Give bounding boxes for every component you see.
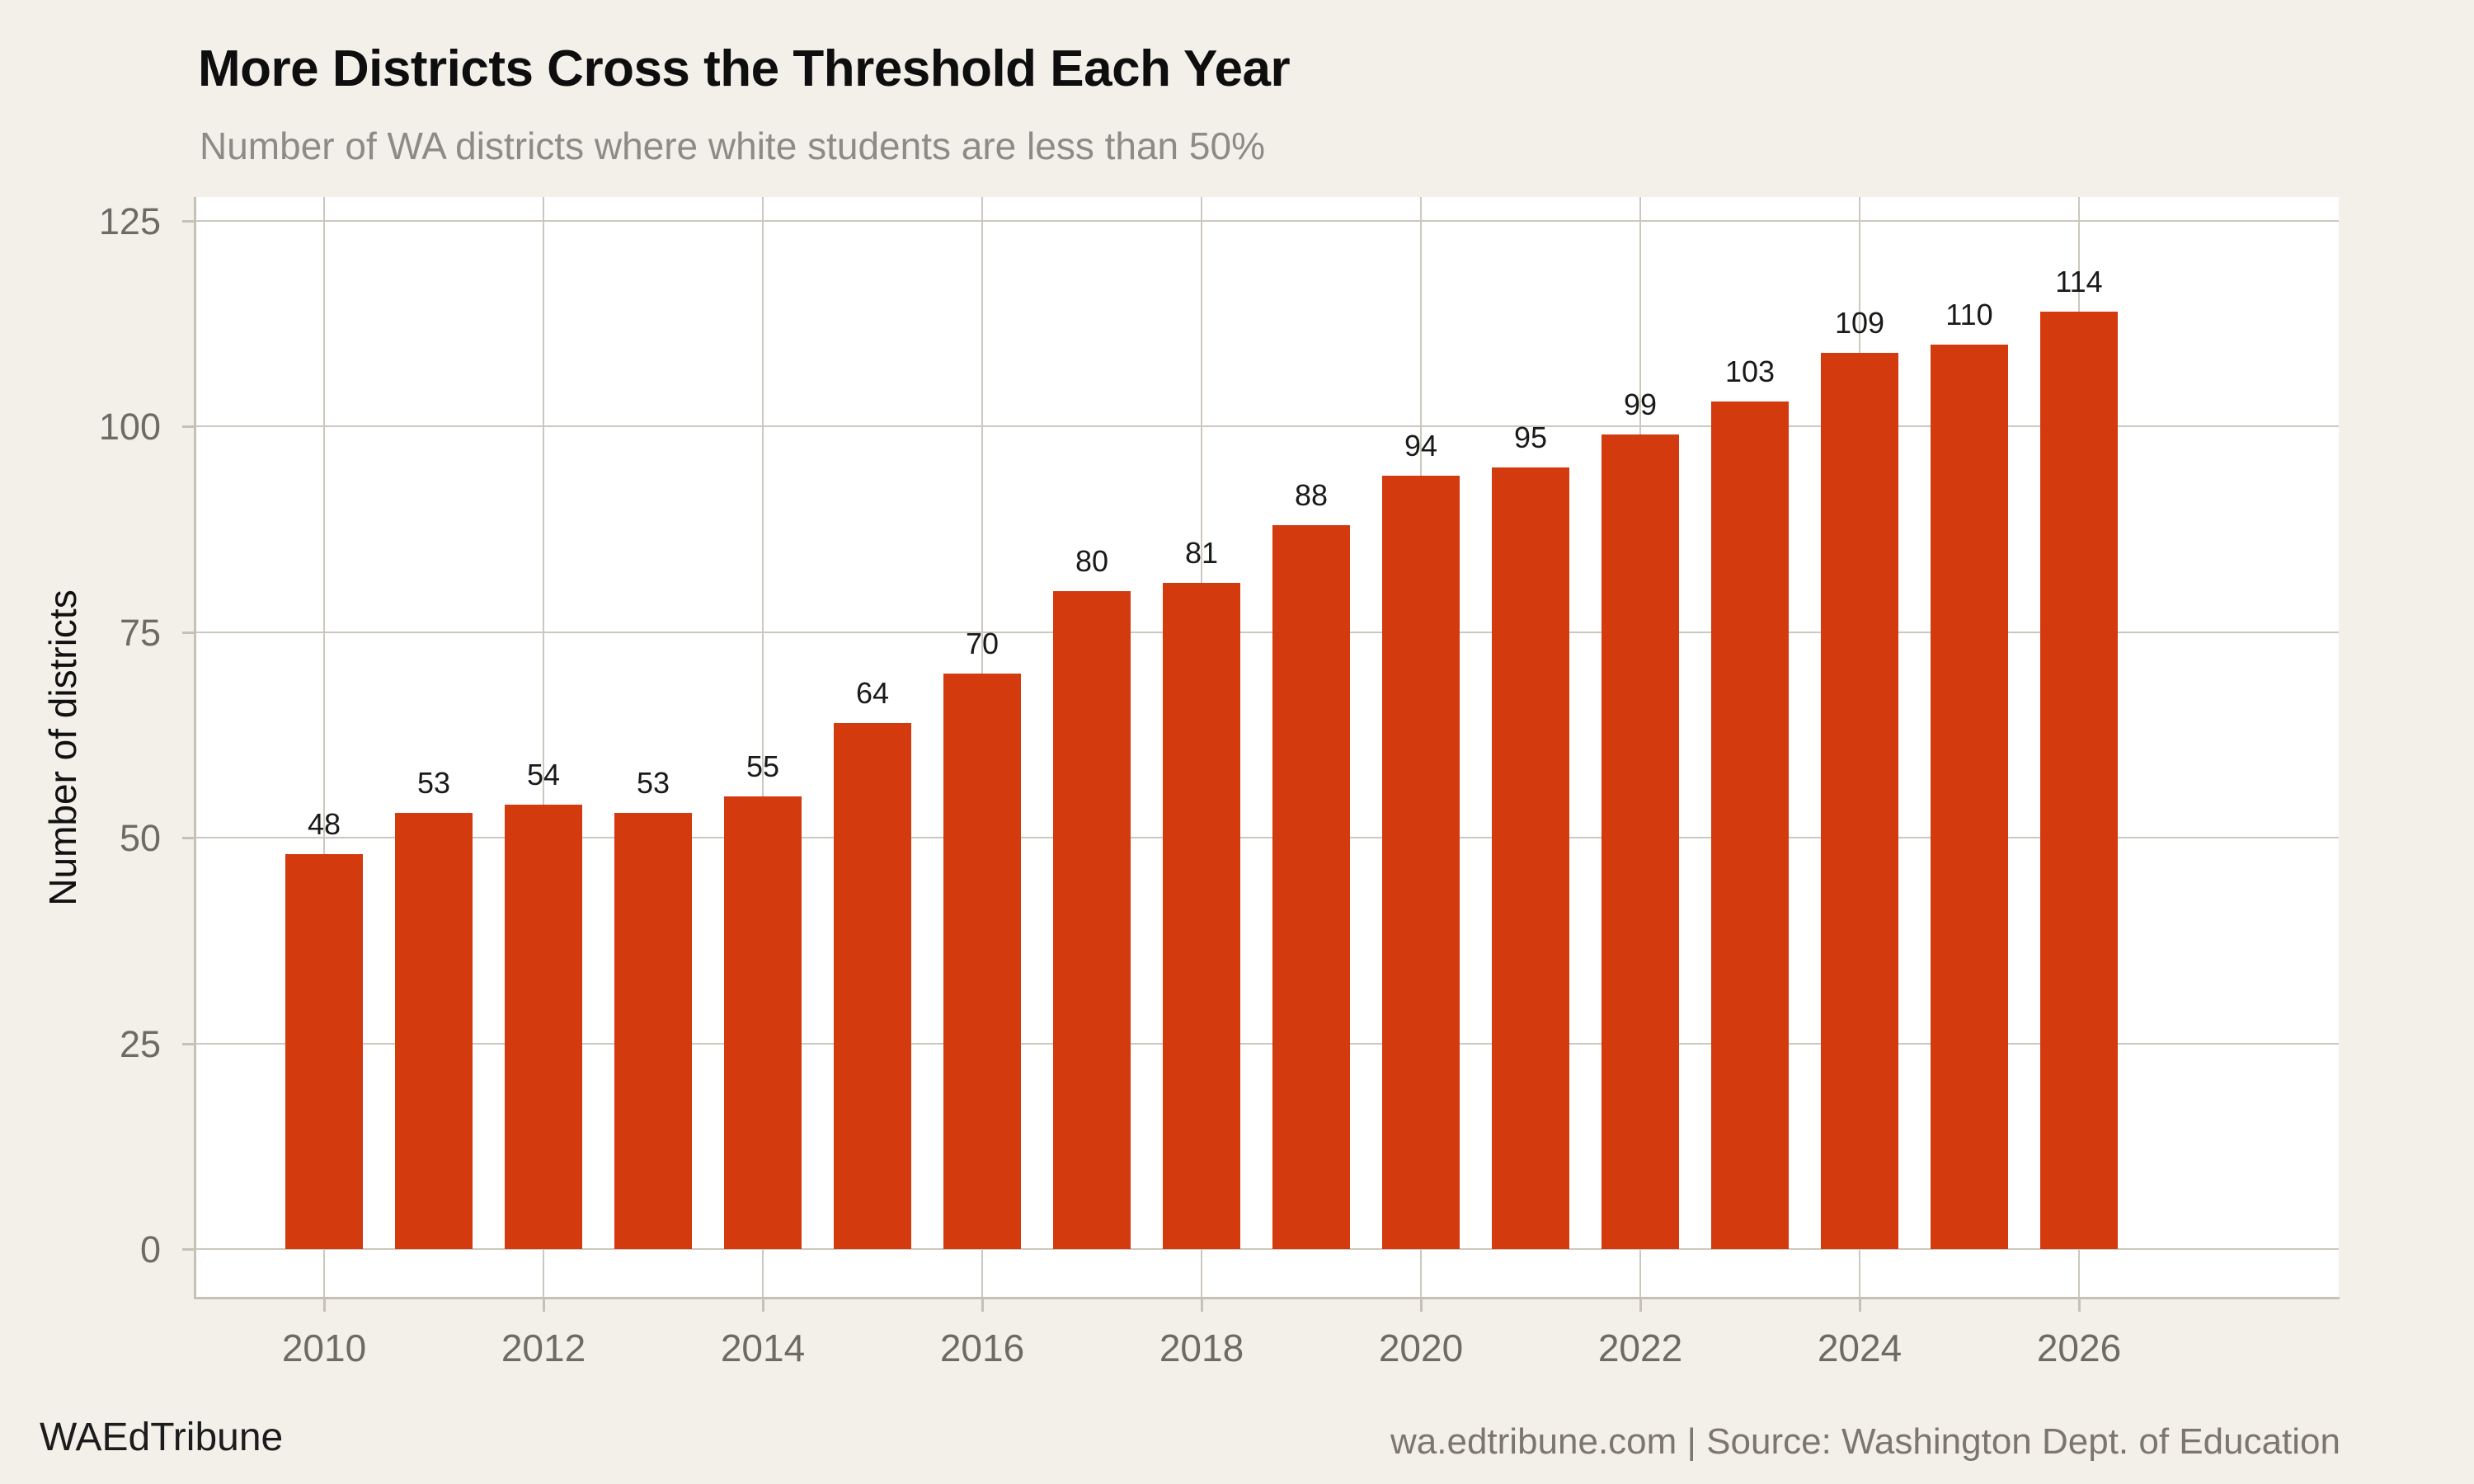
- bar-2015: [834, 722, 911, 1249]
- x-tick-2014: [762, 1299, 764, 1312]
- y-tick-75: [182, 631, 194, 634]
- bar-value-label-2010: 48: [307, 807, 341, 842]
- gridline-y-125: [195, 220, 2339, 222]
- x-tick-label-2022: 2022: [1597, 1327, 1683, 1369]
- bar-2025: [1931, 344, 2008, 1249]
- bar-value-label-2025: 110: [1945, 297, 1993, 331]
- gridline-y-50: [195, 837, 2339, 839]
- footer-source: wa.edtribune.com | Source: Washington De…: [1390, 1421, 2340, 1462]
- bar-2022: [1602, 434, 1679, 1249]
- bar-value-label-2014: 55: [745, 749, 780, 784]
- x-tick-2012: [543, 1299, 545, 1312]
- y-tick-125: [182, 220, 194, 223]
- bar-value-label-2016: 70: [965, 626, 999, 660]
- bar-2018: [1163, 582, 1240, 1249]
- x-tick-label-2012: 2012: [501, 1327, 586, 1369]
- bar-value-label-2013: 53: [636, 766, 670, 801]
- bar-value-label-2018: 81: [1184, 535, 1219, 570]
- x-tick-2018: [1201, 1299, 1203, 1312]
- bar-2021: [1492, 467, 1569, 1249]
- bar-value-label-2019: 88: [1294, 478, 1329, 513]
- x-tick-2022: [1639, 1299, 1642, 1312]
- y-tick-label-0: 0: [139, 1228, 161, 1270]
- x-tick-label-2018: 2018: [1159, 1327, 1244, 1369]
- bar-2017: [1053, 590, 1131, 1249]
- x-tick-label-2010: 2010: [281, 1327, 367, 1369]
- gridline-x-2010: [323, 197, 325, 1298]
- x-tick-label-2024: 2024: [1817, 1327, 1903, 1369]
- bar-2024: [1821, 352, 1898, 1249]
- x-tick-2016: [981, 1299, 984, 1312]
- gridline-y-0: [195, 1248, 2339, 1250]
- bar-value-label-2023: 103: [1724, 355, 1776, 389]
- bar-2011: [395, 813, 473, 1249]
- y-tick-label-50: 50: [119, 817, 161, 860]
- x-tick-2026: [2078, 1299, 2081, 1312]
- bar-2013: [614, 813, 692, 1249]
- y-tick-50: [182, 837, 194, 840]
- plot-panel: 48 53 54 53 55 64 70 80 81 88 94 95 99 103 109 110 114: [195, 197, 2339, 1298]
- x-tick-2020: [1420, 1299, 1423, 1312]
- x-tick-2010: [323, 1299, 326, 1312]
- x-tick-label-2026: 2026: [2036, 1327, 2122, 1369]
- y-tick-label-25: 25: [119, 1022, 161, 1065]
- bar-2012: [505, 805, 582, 1249]
- gridline-x-2012: [543, 197, 544, 1298]
- bar-value-label-2017: 80: [1075, 543, 1109, 578]
- chart-title: More Districts Cross the Threshold Each …: [198, 40, 1291, 97]
- bar-2023: [1711, 402, 1789, 1249]
- x-tick-2024: [1859, 1299, 1861, 1312]
- gridline-x-2014: [762, 197, 764, 1298]
- gridline-y-75: [195, 631, 2339, 633]
- bar-value-label-2020: 94: [1404, 429, 1438, 463]
- bar-2026: [2040, 311, 2118, 1249]
- chart-subtitle: Number of WA districts where white stude…: [200, 124, 1265, 167]
- y-axis-line: [194, 197, 196, 1299]
- x-tick-label-2020: 2020: [1378, 1327, 1464, 1369]
- y-tick-label-125: 125: [98, 200, 161, 242]
- bar-value-label-2012: 54: [526, 758, 561, 792]
- y-axis-title: Number of districts: [41, 589, 84, 906]
- y-tick-label-75: 75: [119, 611, 161, 654]
- bar-2016: [943, 673, 1021, 1249]
- bar-value-label-2026: 114: [2055, 264, 2103, 298]
- y-tick-label-100: 100: [98, 406, 161, 448]
- bar-2019: [1272, 525, 1350, 1249]
- x-tick-label-2016: 2016: [939, 1327, 1025, 1369]
- x-axis-line: [194, 1297, 2340, 1299]
- y-tick-100: [182, 425, 194, 429]
- bar-value-label-2015: 64: [855, 675, 890, 710]
- bar-value-label-2022: 99: [1623, 387, 1658, 422]
- gridline-y-100: [195, 425, 2339, 428]
- footer-brand: WAEdTribune: [40, 1416, 284, 1459]
- x-tick-label-2014: 2014: [720, 1327, 806, 1369]
- bar-value-label-2011: 53: [416, 766, 451, 801]
- bar-2020: [1382, 476, 1460, 1249]
- bar-value-label-2021: 95: [1513, 420, 1548, 455]
- bar-2014: [724, 796, 802, 1249]
- y-tick-0: [182, 1248, 194, 1251]
- bar-value-label-2024: 109: [1834, 305, 1885, 340]
- gridline-y-25: [195, 1042, 2339, 1045]
- y-tick-25: [182, 1042, 194, 1045]
- bar-2010: [285, 854, 363, 1249]
